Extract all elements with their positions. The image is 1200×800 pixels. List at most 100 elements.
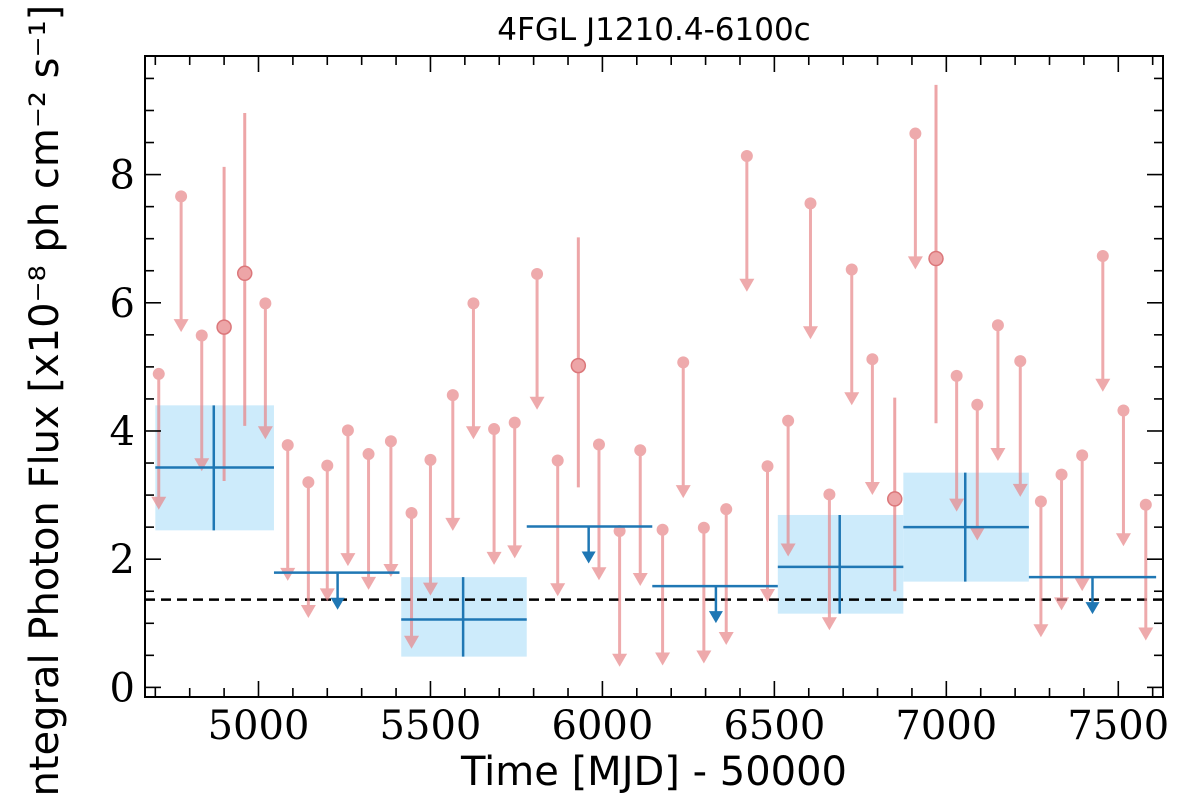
upper-limit-marker xyxy=(362,448,375,461)
upper-limit-arrow xyxy=(990,319,1006,461)
upper-limit-marker xyxy=(971,398,984,411)
upper-limit-marker xyxy=(1139,498,1152,511)
y-axis-label: Integral Photon Flux [x10⁻⁸ ph cm⁻² s⁻¹] xyxy=(22,5,68,800)
detection-marker xyxy=(216,319,232,335)
upper-limit-head xyxy=(465,426,481,440)
upper-limit-head xyxy=(257,426,273,440)
upper-limit-arrow xyxy=(1012,355,1028,497)
detection-point xyxy=(236,113,253,426)
plot-border xyxy=(144,55,1164,698)
upper-limit-arrow xyxy=(696,521,712,664)
upper-limit-head xyxy=(780,543,796,557)
upper-limit-head xyxy=(675,485,691,499)
upper-limit-marker xyxy=(405,507,418,520)
long-bin-detection xyxy=(155,405,274,531)
upper-limit-arrow xyxy=(151,367,167,510)
y-tick-label: 6 xyxy=(110,281,135,327)
upper-limit-marker xyxy=(740,149,753,162)
upper-limit-marker xyxy=(720,503,733,516)
long-bin-upper-limit xyxy=(526,525,653,564)
upper-limit-marker xyxy=(446,389,459,402)
upper-limit-head xyxy=(907,256,923,270)
upper-limit-arrow xyxy=(300,476,316,619)
upper-limit-arrow xyxy=(1074,449,1090,592)
upper-limit-head xyxy=(529,396,545,410)
upper-limit-head xyxy=(1074,578,1090,592)
upper-limit-marker xyxy=(613,524,626,537)
upper-limit-head xyxy=(821,617,837,631)
detection-marker xyxy=(886,491,903,507)
upper-limit-arrow xyxy=(802,197,818,340)
upper-limit-head xyxy=(361,576,377,590)
upper-limit-head xyxy=(591,567,607,581)
upper-limit-marker xyxy=(488,423,501,436)
upper-limit-arrow xyxy=(907,127,923,270)
short-bin-series xyxy=(151,84,1154,667)
x-tick-label: 7500 xyxy=(1067,703,1169,749)
upper-limit-marker xyxy=(677,356,690,369)
upper-limit-head xyxy=(550,583,566,597)
upper-limit-marker xyxy=(152,367,165,380)
upper-limit-marker xyxy=(761,460,774,473)
upper-limit-marker xyxy=(424,453,437,466)
upper-limit-arrow xyxy=(1115,404,1131,547)
long-bin-ul-head xyxy=(581,551,596,564)
upper-limit-head xyxy=(486,551,502,565)
upper-limit-head xyxy=(802,326,818,340)
upper-limit-arrow xyxy=(949,369,965,512)
upper-limit-head xyxy=(864,481,880,495)
upper-limit-arrow xyxy=(257,297,273,440)
upper-limit-marker xyxy=(384,435,397,448)
upper-limit-marker xyxy=(782,414,795,427)
upper-limit-marker xyxy=(467,297,480,310)
upper-limit-marker xyxy=(531,267,544,280)
upper-limit-arrow xyxy=(1138,498,1154,641)
upper-limit-head xyxy=(655,652,671,666)
upper-limit-marker xyxy=(1117,404,1130,417)
upper-limit-arrow xyxy=(529,267,545,410)
upper-limit-marker xyxy=(1076,449,1089,462)
upper-limit-head xyxy=(969,527,985,541)
upper-limit-head xyxy=(696,650,712,664)
upper-limit-head xyxy=(1095,378,1111,392)
y-tick-label: 2 xyxy=(110,537,135,583)
upper-limit-marker xyxy=(551,454,564,467)
x-tick-label: 5500 xyxy=(380,703,482,749)
upper-limit-arrow xyxy=(383,435,399,578)
upper-limit-arrow xyxy=(718,503,734,645)
long-bin-ul-head xyxy=(330,597,345,610)
upper-limit-head xyxy=(173,319,189,333)
upper-limit-head xyxy=(739,278,755,292)
upper-limit-arrow xyxy=(280,439,296,581)
upper-limit-marker xyxy=(302,476,315,489)
upper-limit-head xyxy=(422,582,438,596)
upper-limit-arrow xyxy=(507,416,523,559)
upper-limit-head xyxy=(507,545,523,559)
upper-limit-head xyxy=(340,553,356,567)
upper-limit-marker xyxy=(259,297,272,310)
upper-limit-arrow xyxy=(550,454,566,597)
long-bin-upper-limit xyxy=(273,571,400,610)
x-axis-label: Time [MJD] - 50000 xyxy=(460,749,847,795)
upper-limit-arrow xyxy=(1033,495,1049,638)
upper-limit-arrow xyxy=(445,389,461,531)
y-tick-label: 4 xyxy=(110,409,135,455)
x-tick-label: 5000 xyxy=(208,703,310,749)
upper-limit-marker xyxy=(1096,249,1109,262)
upper-limit-head xyxy=(151,496,167,510)
long-bin-ul-head xyxy=(708,611,723,624)
y-tick-label: 0 xyxy=(110,665,135,711)
upper-limit-arrow xyxy=(1095,249,1111,392)
upper-limit-head xyxy=(445,517,461,531)
upper-limit-marker xyxy=(866,353,879,366)
upper-limit-marker xyxy=(175,190,188,203)
detection-marker xyxy=(928,250,944,267)
upper-limit-arrow xyxy=(969,398,985,541)
y-tick-label: 8 xyxy=(110,153,135,199)
detection-point xyxy=(928,84,944,424)
upper-limit-head xyxy=(844,392,860,406)
upper-limit-head xyxy=(194,458,210,472)
upper-limit-head xyxy=(404,635,420,649)
upper-limit-marker xyxy=(634,444,647,457)
long-bin-series xyxy=(155,405,1157,657)
